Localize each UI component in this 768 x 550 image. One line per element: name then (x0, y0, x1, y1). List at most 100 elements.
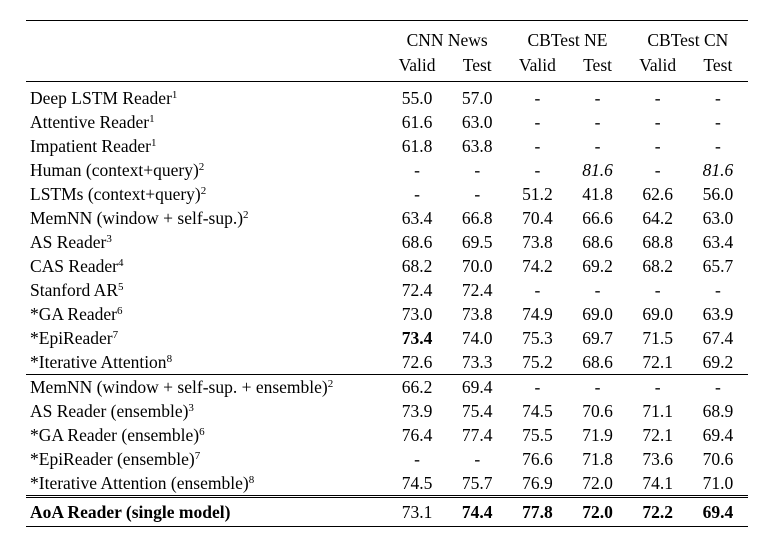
score-cell: - (567, 81, 628, 110)
model-name: LSTMs (context+query) (30, 184, 201, 204)
table-row: LSTMs (context+query)2 - - 51.2 41.8 62.6 56.0 (26, 182, 748, 206)
citation-marker: 2 (327, 378, 334, 390)
score-cell: 69.7 (582, 328, 613, 348)
citation-marker: 5 (118, 281, 124, 293)
score-cell: 74.9 (522, 304, 553, 324)
score-cell: 73.9 (401, 401, 433, 421)
score-cell: - (414, 160, 420, 180)
score-cell: 74.1 (642, 473, 674, 493)
header-split: Test (583, 55, 612, 75)
header-split: Test (703, 55, 733, 75)
score-cell: 66.8 (461, 208, 493, 228)
score-cell: 71.0 (702, 473, 734, 493)
citation-marker: 3 (188, 402, 194, 414)
score-cell: 69.4 (702, 425, 734, 445)
score-cell: 70.0 (461, 256, 493, 276)
header-corner (26, 20, 387, 53)
model-name: Human (context+query) (30, 160, 199, 180)
score-cell: 68.6 (582, 232, 613, 252)
model-name: AS Reader (30, 232, 107, 252)
model-name-cell: *EpiReader7 (26, 326, 387, 350)
model-name-cell: *GA Reader6 (26, 302, 387, 326)
score-cell: 73.3 (461, 352, 493, 372)
score-cell: 68.2 (401, 256, 433, 276)
model-name: Deep LSTM Reader (30, 88, 172, 108)
model-name-cell: LSTMs (context+query)2 (26, 182, 387, 206)
table-row: *Iterative Attention (ensemble)8 74.5 75.7… (26, 471, 748, 497)
score-cell: 70.6 (702, 449, 734, 469)
table-row: *EpiReader (ensemble)7 - - 76.6 71.8 73.6 70.6 (26, 447, 748, 471)
score-cell: 68.6 (401, 232, 433, 252)
score-cell: 61.8 (401, 136, 433, 156)
score-cell: 74.4 (447, 495, 508, 527)
score-cell: 68.6 (582, 352, 613, 372)
model-name: Impatient Reader (30, 136, 151, 156)
model-name: MemNN (window + self-sup.) (30, 208, 244, 228)
score-cell: - (654, 280, 661, 300)
header-split: Test (462, 55, 492, 75)
score-cell: 77.8 (507, 495, 568, 527)
table-row: *GA Reader (ensemble)6 76.4 77.4 75.5 71.9 72… (26, 423, 748, 447)
score-cell: - (654, 112, 661, 132)
citation-marker: 1 (151, 137, 157, 149)
score-cell: - (594, 280, 601, 300)
header-row-splits: Valid Test Valid Test Valid Test (26, 53, 748, 82)
score-cell: - (414, 449, 420, 469)
table-row: Attentive Reader1 61.6 63.0 - - - - (26, 110, 748, 134)
model-name-cell: Impatient Reader1 (26, 134, 387, 158)
results-table: CNN News CBTest NE CBTest CN Valid Test … (26, 20, 748, 527)
score-cell: 74.2 (522, 256, 553, 276)
score-cell: 73.6 (642, 449, 674, 469)
score-cell: 76.6 (522, 449, 553, 469)
table-row: AoA Reader (single model) 73.1 74.4 77.8 72.… (26, 495, 748, 527)
table-row: Stanford AR5 72.4 72.4 - - - - (26, 278, 748, 302)
citation-marker: 2 (198, 161, 205, 173)
score-cell: - (687, 81, 748, 110)
score-cell: - (627, 374, 688, 399)
header-group-cbtest-cn: CBTest CN (627, 20, 748, 53)
table-row: AS Reader (ensemble)3 73.9 75.4 74.5 70.6 71.… (26, 399, 748, 423)
header-corner-2 (26, 53, 387, 82)
score-cell: 72.2 (627, 495, 688, 527)
score-cell: 73.1 (387, 495, 448, 527)
table-row: Impatient Reader1 61.8 63.8 - - - - (26, 134, 748, 158)
score-cell: 72.1 (642, 352, 674, 372)
score-cell: - (534, 112, 541, 132)
score-cell: 68.2 (642, 256, 674, 276)
model-name: *GA Reader (30, 304, 117, 324)
citation-marker: 3 (106, 233, 112, 245)
header-split: Valid (518, 55, 556, 75)
score-cell: 73.8 (461, 304, 493, 324)
model-name: *Iterative Attention (ensemble) (30, 473, 249, 493)
score-cell: 69.0 (582, 304, 613, 324)
score-cell: 63.4 (401, 208, 433, 228)
score-cell: 72.4 (461, 280, 493, 300)
model-name: *EpiReader (ensemble) (30, 449, 195, 469)
score-cell: 69.5 (461, 232, 493, 252)
score-cell: 72.1 (642, 425, 674, 445)
score-cell: 56.0 (702, 184, 734, 204)
results-table-body: Deep LSTM Reader1 55.0 57.0- - - - Attentive R… (26, 81, 748, 527)
score-cell: - (654, 136, 661, 156)
score-cell: 68.8 (642, 232, 674, 252)
score-cell: - (507, 81, 568, 110)
table-row: Human (context+query)2 - - - 81.6 - 81.6 (26, 158, 748, 182)
model-name: *EpiReader (30, 328, 113, 348)
table-row: *Iterative Attention8 72.6 73.3 75.2 68.6 72.… (26, 350, 748, 375)
table-row: CAS Reader4 68.2 70.0 74.2 69.2 68.2 65.7 (26, 254, 748, 278)
model-name-cell: *GA Reader (ensemble)6 (26, 423, 387, 447)
score-cell: - (474, 184, 481, 204)
score-cell: - (414, 184, 420, 204)
score-cell: 51.2 (522, 184, 553, 204)
score-cell: 69.0 (642, 304, 674, 324)
score-cell: 75.5 (522, 425, 553, 445)
score-cell: 66.2 (387, 374, 448, 399)
citation-marker: 2 (200, 185, 207, 197)
score-cell: 73.4 (401, 328, 433, 348)
model-name-cell: AS Reader3 (26, 230, 387, 254)
score-cell: 75.7 (461, 473, 493, 493)
score-cell: 73.8 (522, 232, 553, 252)
score-cell: - (687, 374, 748, 399)
citation-marker: 2 (243, 209, 249, 221)
table-row: *EpiReader7 73.4 74.0 75.3 69.7 71.5 67.4 (26, 326, 748, 350)
